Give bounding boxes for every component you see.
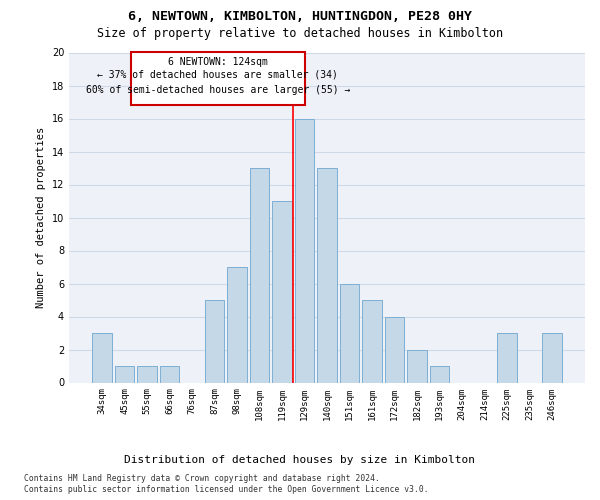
Bar xyxy=(542,333,562,382)
Text: 6, NEWTOWN, KIMBOLTON, HUNTINGDON, PE28 0HY: 6, NEWTOWN, KIMBOLTON, HUNTINGDON, PE28 … xyxy=(128,10,472,23)
Text: ← 37% of detached houses are smaller (34): ← 37% of detached houses are smaller (34… xyxy=(97,70,338,80)
Bar xyxy=(407,350,427,382)
Y-axis label: Number of detached properties: Number of detached properties xyxy=(36,127,46,308)
Bar xyxy=(362,300,382,382)
Bar xyxy=(295,118,314,382)
Bar xyxy=(205,300,224,382)
Bar xyxy=(115,366,134,382)
Bar xyxy=(250,168,269,382)
Text: Contains HM Land Registry data © Crown copyright and database right 2024.: Contains HM Land Registry data © Crown c… xyxy=(24,474,380,483)
Bar xyxy=(272,201,292,382)
Bar xyxy=(160,366,179,382)
Bar xyxy=(340,284,359,382)
Bar xyxy=(497,333,517,382)
Text: 60% of semi-detached houses are larger (55) →: 60% of semi-detached houses are larger (… xyxy=(86,84,350,94)
Text: 6 NEWTOWN: 124sqm: 6 NEWTOWN: 124sqm xyxy=(168,56,268,66)
Bar xyxy=(385,316,404,382)
Bar xyxy=(430,366,449,382)
Text: Size of property relative to detached houses in Kimbolton: Size of property relative to detached ho… xyxy=(97,28,503,40)
Bar xyxy=(137,366,157,382)
Text: Contains public sector information licensed under the Open Government Licence v3: Contains public sector information licen… xyxy=(24,485,428,494)
Bar xyxy=(131,52,305,106)
Bar xyxy=(92,333,112,382)
Bar xyxy=(227,267,247,382)
Bar xyxy=(317,168,337,382)
Text: Distribution of detached houses by size in Kimbolton: Distribution of detached houses by size … xyxy=(125,455,476,465)
